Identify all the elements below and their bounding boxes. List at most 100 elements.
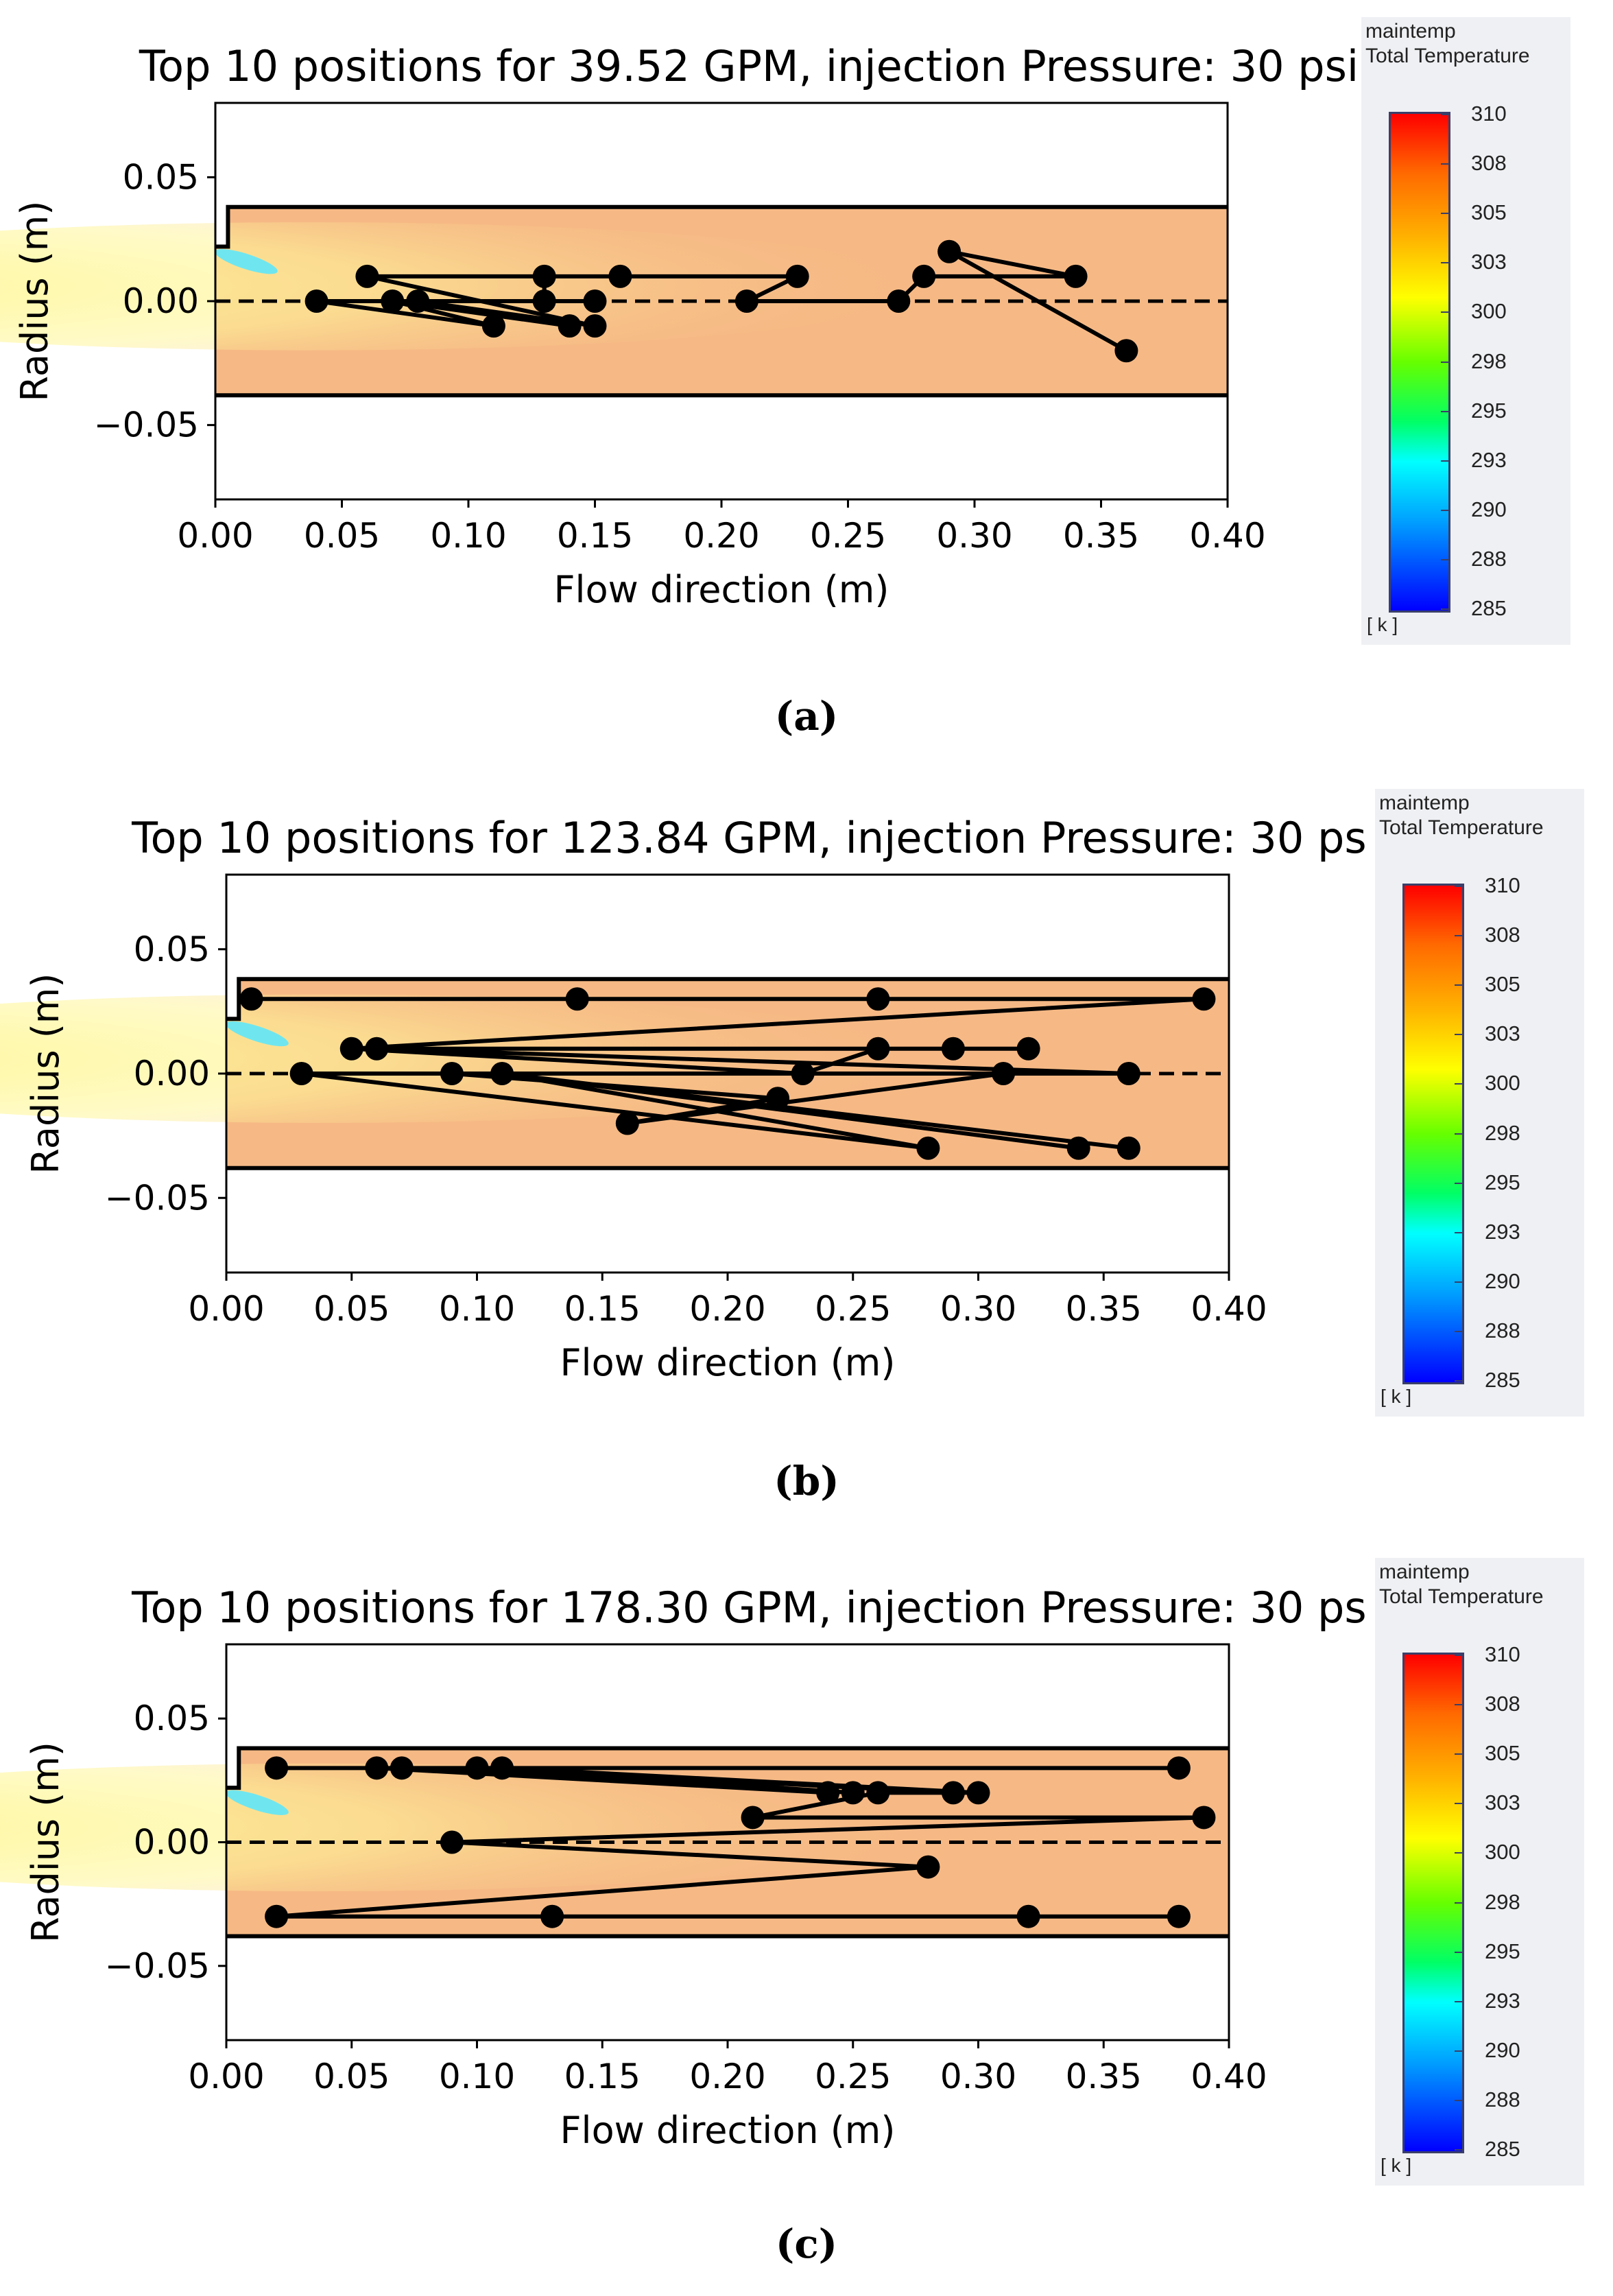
colorbar-b: maintemp Total Temperature [ k ] 310 308 3…: [1375, 789, 1584, 1417]
data-point: [265, 1904, 289, 1928]
data-point: [481, 314, 505, 338]
inlet-notch: [226, 1747, 241, 1788]
x-tick-label: 0.40: [1191, 2057, 1267, 2096]
caption-a: (a): [0, 693, 1613, 739]
data-point: [941, 1037, 965, 1061]
data-point: [1167, 1756, 1191, 1780]
colorbar-tick-label: 308: [1485, 1692, 1520, 1716]
data-point: [1114, 339, 1138, 363]
x-tick-label: 0.30: [940, 2057, 1016, 2096]
data-point: [540, 1904, 564, 1928]
colorbar-tick-mark: [1441, 361, 1450, 363]
y-tick-label: −0.05: [105, 1946, 210, 1986]
colorbar-name: maintemp: [1379, 792, 1470, 814]
data-point: [440, 1830, 464, 1854]
colorbar-tick-mark: [1455, 1281, 1464, 1283]
data-point: [816, 1781, 840, 1805]
data-point: [866, 987, 890, 1011]
colorbar-unit: [ k ]: [1381, 1386, 1412, 1407]
y-tick-label: 0.00: [134, 1823, 210, 1862]
colorbar-tick-mark: [1441, 608, 1450, 610]
data-point: [365, 1037, 389, 1061]
data-point: [791, 1062, 815, 1085]
colorbar-tick-mark: [1441, 558, 1450, 560]
x-tick-label: 0.30: [936, 516, 1012, 556]
colorbar-tick-mark: [1455, 886, 1464, 887]
data-point: [841, 1781, 865, 1805]
colorbar-tick-mark: [1455, 1231, 1464, 1233]
caption-b: (b): [0, 1458, 1613, 1504]
chart-b: Top 10 positions for 123.84 GPM, injecti…: [0, 813, 1365, 1384]
x-tick-label: 0.05: [313, 1289, 390, 1329]
colorbar-tick-label: 303: [1485, 1790, 1520, 1815]
colorbar-tick-mark: [1441, 311, 1450, 313]
pipe-upper-wall: [226, 1746, 1229, 1790]
colorbar-tick-label: 293: [1485, 1219, 1520, 1244]
data-point: [912, 264, 936, 288]
colorbar-tick-label: 298: [1485, 1889, 1520, 1914]
data-point: [490, 1756, 514, 1780]
data-point: [440, 1062, 464, 1085]
colorbar-tick-label: 295: [1485, 1170, 1520, 1194]
y-tick-label: 0.00: [134, 1054, 210, 1093]
y-axis-label: Radius (m): [13, 201, 56, 402]
colorbar-tick-label: 290: [1471, 497, 1507, 521]
x-tick-label: 0.20: [689, 2057, 765, 2096]
x-tick-label: 0.15: [557, 516, 633, 556]
data-point: [1016, 1904, 1040, 1928]
colorbar-tick-mark: [1455, 2149, 1464, 2151]
inlet-notch: [215, 205, 230, 247]
colorbar-tick-mark: [1441, 460, 1450, 462]
colorbar-variable: Total Temperature: [1365, 45, 1530, 67]
colorbar-tick-mark: [1455, 935, 1464, 937]
x-tick-label: 0.10: [439, 2057, 515, 2096]
x-tick-label: 0.35: [1066, 1289, 1142, 1329]
data-point: [941, 1781, 965, 1805]
colorbar-tick-mark: [1455, 1655, 1464, 1656]
y-tick-label: 0.05: [134, 930, 210, 969]
chart-title: Top 10 positions for 123.84 GPM, injecti…: [131, 813, 1365, 863]
colorbar-tick-label: 298: [1485, 1120, 1520, 1145]
data-point: [1066, 1136, 1090, 1160]
data-point: [532, 289, 556, 313]
y-tick-label: −0.05: [94, 405, 199, 445]
colorbar-variable: Total Temperature: [1379, 816, 1544, 839]
x-tick-label: 0.25: [815, 2057, 891, 2096]
x-tick-label: 0.25: [810, 516, 886, 556]
data-point: [406, 289, 430, 313]
colorbar-tick-label: 310: [1485, 1642, 1520, 1666]
colorbar-tick-label: 285: [1485, 2137, 1520, 2161]
y-axis-label: Radius (m): [24, 973, 67, 1174]
x-axis-label: Flow direction (m): [554, 568, 889, 611]
data-point: [289, 1062, 313, 1085]
colorbar-tick-mark: [1455, 2099, 1464, 2101]
caption-label: (c): [775, 2221, 838, 2267]
data-point: [1016, 1037, 1040, 1061]
data-point: [992, 1062, 1016, 1085]
colorbar-tick-mark: [1455, 1380, 1464, 1382]
colorbar-tick-mark: [1455, 1182, 1464, 1184]
data-point: [565, 987, 589, 1011]
colorbar-tick-label: 310: [1485, 873, 1520, 897]
data-point: [937, 239, 961, 263]
colorbar-tick-mark: [1441, 509, 1450, 511]
colorbar-tick-mark: [1441, 262, 1450, 264]
x-tick-label: 0.10: [430, 516, 506, 556]
colorbar-name: maintemp: [1365, 20, 1456, 43]
y-tick-label: −0.05: [105, 1178, 210, 1218]
data-point: [381, 289, 405, 313]
x-axis-label: Flow direction (m): [560, 1341, 896, 1384]
x-tick-label: 0.05: [304, 516, 380, 556]
colorbar-tick-mark: [1455, 984, 1464, 986]
colorbar-tick-label: 295: [1485, 1939, 1520, 1963]
colorbar-tick-label: 300: [1471, 299, 1507, 324]
data-point: [390, 1756, 414, 1780]
data-point: [1116, 1062, 1140, 1085]
colorbar-tick-mark: [1441, 213, 1450, 215]
x-tick-label: 0.00: [188, 2057, 264, 2096]
data-point: [583, 289, 607, 313]
colorbar-unit: [ k ]: [1367, 614, 1398, 635]
colorbar-tick-label: 295: [1471, 398, 1507, 423]
x-tick-label: 0.40: [1191, 1289, 1267, 1329]
colorbar-tick-mark: [1455, 1704, 1464, 1706]
